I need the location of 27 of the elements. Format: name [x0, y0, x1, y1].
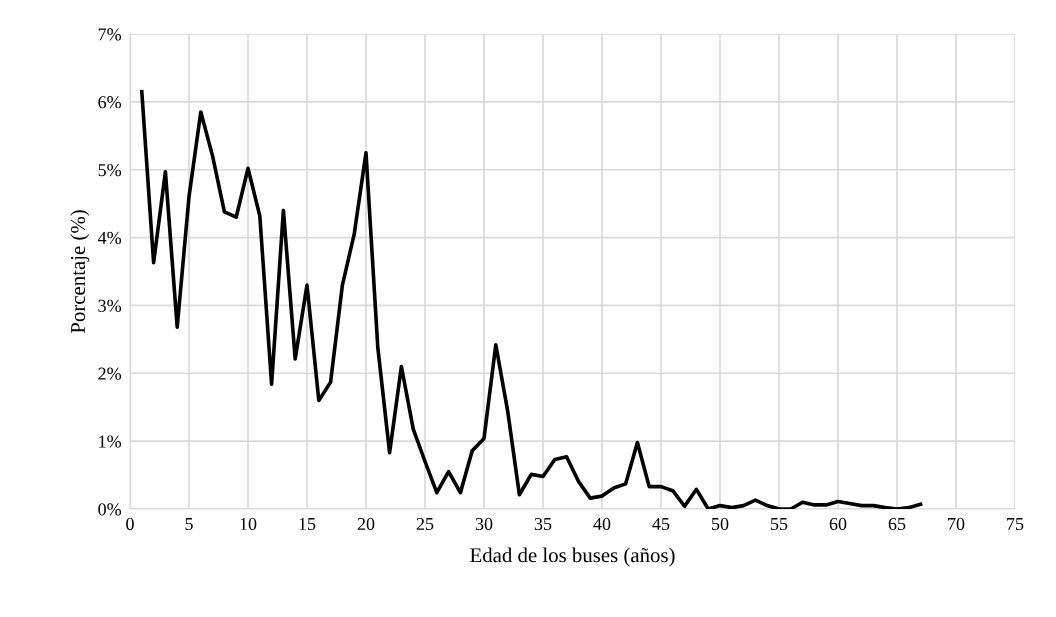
- y-tick-label: 7%: [98, 28, 122, 41]
- y-tick-label: 4%: [97, 231, 122, 245]
- x-tick-label: 35: [534, 517, 552, 531]
- y-tick-label: 2%: [98, 367, 122, 380]
- y-tick-label: 3%: [98, 299, 122, 312]
- x-tick-label: 0: [126, 517, 134, 531]
- x-tick-label: 60: [829, 517, 847, 531]
- x-tick-label: 25: [416, 517, 434, 531]
- x-tick-label: 30: [475, 517, 493, 531]
- x-tick-label: 50: [712, 517, 729, 531]
- x-tick-label: 15: [299, 517, 316, 531]
- x-tick-label: 75: [1007, 518, 1024, 531]
- x-tick-label: 40: [593, 517, 611, 531]
- x-tick-label: 5: [185, 518, 193, 531]
- y-tick-label: 0%: [98, 503, 122, 516]
- x-tick-label: 10: [240, 517, 257, 531]
- y-axis-title: Porcentaje (%): [70, 210, 90, 334]
- x-axis-title: Edad de los buses (años): [470, 547, 675, 567]
- x-tick-label: 70: [948, 517, 965, 531]
- y-tick-label: 5%: [98, 163, 122, 177]
- line-series: [139, 89, 923, 509]
- x-tick-label: 55: [771, 518, 788, 531]
- x-tick-label: 45: [652, 517, 670, 531]
- y-tick-label: 1%: [99, 435, 122, 448]
- y-tick-label: 6%: [98, 96, 122, 109]
- x-tick-label: 20: [357, 517, 375, 531]
- x-tick-label: 65: [888, 517, 906, 531]
